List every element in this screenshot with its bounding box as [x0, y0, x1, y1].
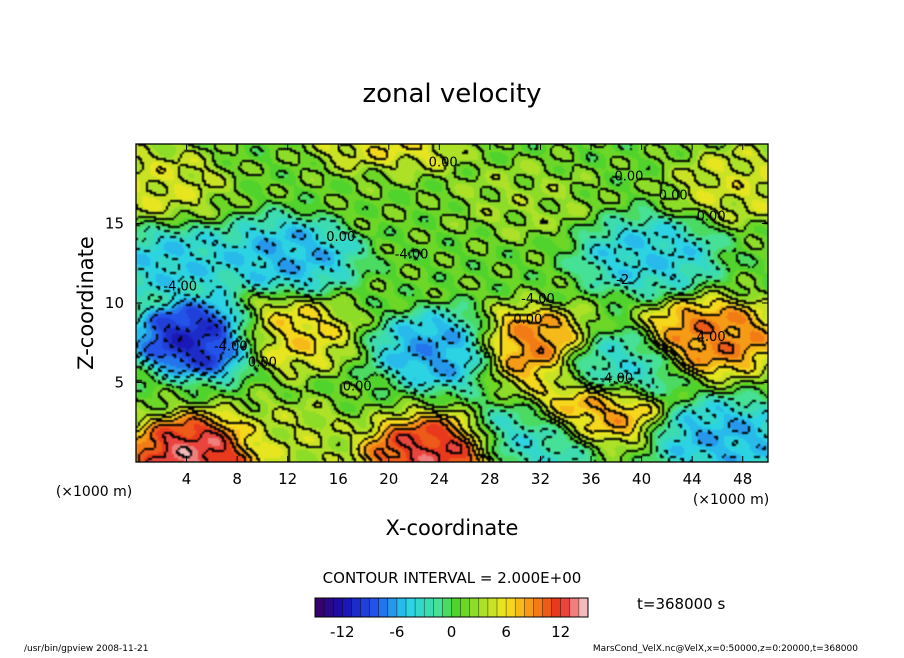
x-tick-label: 20: [379, 470, 398, 488]
colorbar-cell: [497, 598, 507, 617]
x-tick-label: 4: [182, 470, 192, 488]
colorbar-cell: [533, 598, 543, 617]
contour-label: 0.00: [326, 230, 355, 245]
footer-left: /usr/bin/gpview 2008-11-21: [24, 644, 148, 654]
colorbar: -12 -6 0 6 12: [314, 597, 589, 641]
velocity-field: [136, 144, 768, 462]
colorbar-cell: [333, 598, 343, 617]
colorbar-tick-label: 12: [551, 623, 570, 641]
x-tick-label: 48: [733, 470, 752, 488]
x-tick-label: 44: [683, 470, 702, 488]
y-tick-label: 5: [114, 374, 124, 392]
colorbar-tick-label: 0: [447, 623, 457, 641]
y-tick-label: 10: [105, 294, 124, 312]
contour-label: 0.00: [614, 170, 643, 185]
colorbar-cell: [524, 598, 534, 617]
colorbar-cell: [551, 598, 561, 617]
contour-label: -4.00: [163, 279, 197, 294]
y-tick-label: 15: [105, 215, 124, 233]
colorbar-tick-label: -12: [330, 623, 355, 641]
colorbar-cell: [487, 598, 498, 617]
x-axis-ticks: 4 8 12 16 20 24 28 32 36 40 44 48: [182, 144, 752, 488]
colorbar-cell: [378, 598, 389, 617]
x-tick-label: 32: [531, 470, 550, 488]
contour-interval-text: CONTOUR INTERVAL = 2.000E+00: [323, 569, 582, 587]
colorbar-cell: [351, 598, 361, 617]
colorbar-cells: [315, 598, 589, 617]
x-axis-title: X-coordinate: [386, 516, 519, 540]
colorbar-tick-label: 6: [501, 623, 511, 641]
y-axis-title: Z-coordinate: [74, 236, 98, 370]
contour-label: 4.00: [697, 330, 726, 345]
colorbar-ticks: -12 -6 0 6 12: [330, 623, 570, 641]
x-unit-right: (×1000 m): [693, 492, 769, 508]
x-unit-left: (×1000 m): [56, 484, 132, 500]
colorbar-cell: [315, 598, 325, 617]
colorbar-cell: [506, 598, 516, 617]
footer-right: MarsCond_VelX.nc@VelX,x=0:50000,z=0:2000…: [593, 644, 858, 654]
colorbar-cell: [569, 598, 580, 617]
colorbar-cell: [369, 598, 379, 617]
colorbar-cell: [415, 598, 425, 617]
contour-label: 0.00: [697, 209, 726, 224]
colorbar-cell: [560, 598, 571, 617]
plot-area: 0.000.000.000.000.00-4.00-4.00-4.00-4.00…: [135, 143, 769, 463]
colorbar-cell: [433, 598, 443, 617]
colorbar-cell: [424, 598, 434, 617]
colorbar-cell: [515, 598, 525, 617]
contour-label: 0.00: [513, 313, 542, 328]
colorbar-cell: [387, 598, 398, 617]
x-tick-label: 8: [232, 470, 242, 488]
x-tick-label: 28: [480, 470, 499, 488]
contour-label: 0.00: [248, 356, 277, 371]
time-text: t=368000 s: [637, 595, 725, 613]
chart-title: zonal velocity: [362, 79, 541, 109]
colorbar-frame: [314, 597, 589, 618]
colorbar-cell: [460, 598, 470, 617]
contour-label: -4.00: [214, 340, 248, 355]
x-tick-label: 16: [329, 470, 348, 488]
x-tick-label: 36: [581, 470, 600, 488]
colorbar-cell: [542, 598, 552, 617]
colorbar-cell: [406, 598, 416, 617]
contour-label: -4.00: [521, 292, 555, 307]
x-tick-label: 24: [430, 470, 449, 488]
contour-label: 0.00: [659, 189, 688, 204]
contour-label: -2: [616, 273, 629, 288]
colorbar-tick-label: -6: [389, 623, 404, 641]
contour-label: 0.00: [429, 155, 458, 170]
colorbar-cell: [342, 598, 352, 617]
colorbar-cell: [451, 598, 461, 617]
contour-label: -4.00: [395, 247, 429, 262]
contour-label: -4.00: [599, 372, 633, 387]
y-axis-ticks: 5 10 15: [105, 215, 768, 392]
x-tick-label: 12: [278, 470, 297, 488]
colorbar-cell: [442, 598, 452, 617]
colorbar-cell: [360, 598, 370, 617]
colorbar-cell: [478, 598, 489, 617]
colorbar-cell: [324, 598, 334, 617]
colorbar-cell: [396, 598, 407, 617]
colorbar-cell: [469, 598, 480, 617]
colorbar-cell: [578, 598, 589, 617]
contour-label: 0.00: [343, 379, 372, 394]
x-tick-label: 40: [632, 470, 651, 488]
contour-labels: 0.000.000.000.000.00-4.00-4.00-4.00-4.00…: [163, 155, 725, 394]
